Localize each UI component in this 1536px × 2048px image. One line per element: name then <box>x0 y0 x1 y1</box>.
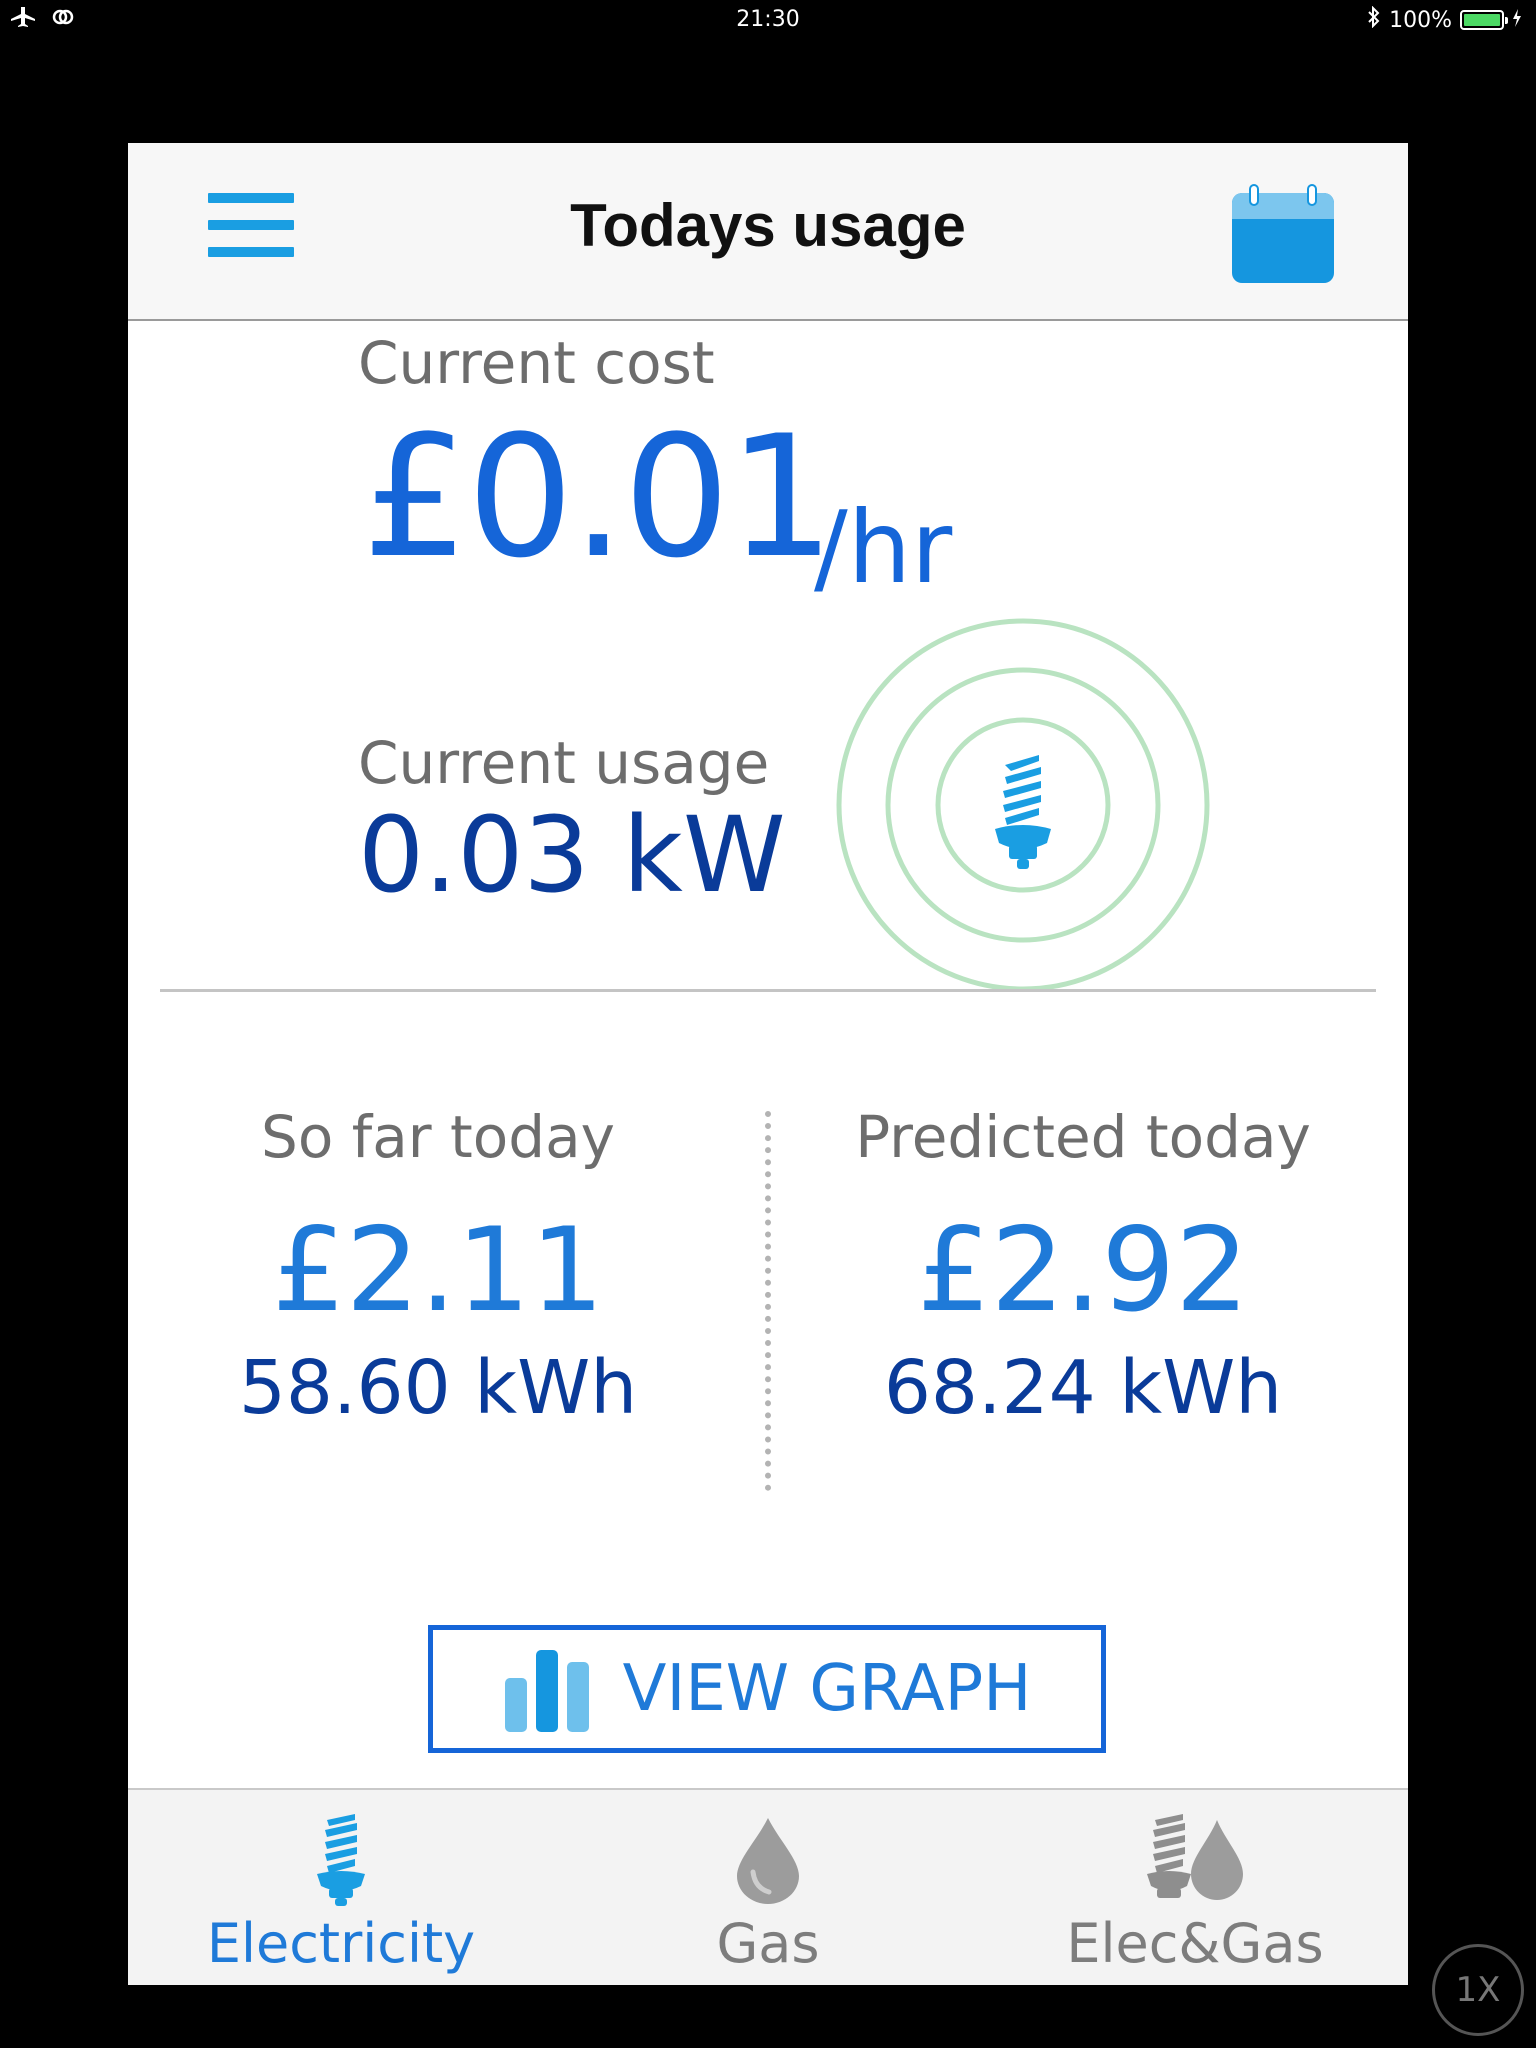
current-cost-label: Current cost <box>358 329 715 397</box>
elec-gas-icon <box>1147 1814 1243 1900</box>
bluetooth-icon <box>1367 5 1381 34</box>
app-screen: Todays usage Current cost £0.01 /hr Curr… <box>128 143 1408 1985</box>
battery-percent: 100% <box>1389 7 1452 33</box>
view-graph-label: VIEW GRAPH <box>622 1652 1032 1726</box>
so-far-today-panel: So far today £2.11 58.60 kWh <box>158 1103 718 1425</box>
tab-label-gas: Gas <box>716 1912 820 1975</box>
current-usage-value: 0.03 kW <box>358 794 786 916</box>
usage-pulse-indicator <box>833 615 1213 995</box>
wifi-link-icon <box>50 6 76 34</box>
bar-chart-icon <box>503 1642 593 1736</box>
summary-column-divider <box>765 1111 771 1491</box>
gas-drop-icon <box>737 1818 799 1904</box>
so-far-today-label: So far today <box>261 1103 615 1171</box>
page-title: Todays usage <box>570 192 966 259</box>
tab-label-electricity: Electricity <box>206 1912 476 1975</box>
zoom-1x-button[interactable]: 1X <box>1432 1944 1524 2036</box>
tab-bar: Electricity Gas El <box>128 1788 1408 1985</box>
lightbulb-icon <box>995 755 1051 869</box>
predicted-today-label: Predicted today <box>855 1103 1311 1171</box>
hamburger-menu-icon[interactable] <box>208 193 294 273</box>
electricity-bulb-icon <box>317 1814 365 1906</box>
status-right-icons: 100% <box>1367 5 1522 34</box>
tab-label-elec-and-gas: Elec&Gas <box>1066 1912 1324 1975</box>
section-divider <box>160 989 1376 992</box>
battery-icon <box>1460 10 1508 30</box>
status-left-icons <box>10 6 76 34</box>
so-far-today-kwh: 58.60 kWh <box>238 1345 638 1431</box>
current-cost-value: £0.01 <box>362 399 835 595</box>
predicted-today-panel: Predicted today £2.92 68.24 kWh <box>803 1103 1363 1425</box>
airplane-mode-icon <box>10 6 36 34</box>
calendar-icon[interactable] <box>1230 183 1336 285</box>
tab-gas[interactable]: Gas <box>555 1790 981 1985</box>
so-far-today-cost: £2.11 <box>271 1203 605 1338</box>
predicted-today-kwh: 68.24 kWh <box>883 1345 1283 1431</box>
status-bar: 21:30 100% <box>0 0 1536 42</box>
current-cost-unit: /hr <box>814 489 953 606</box>
view-graph-button[interactable]: VIEW GRAPH <box>428 1625 1106 1753</box>
charging-bolt-icon <box>1512 8 1522 33</box>
tab-elec-and-gas[interactable]: Elec&Gas <box>982 1790 1408 1985</box>
current-usage-label: Current usage <box>358 729 770 797</box>
status-time: 21:30 <box>736 7 800 32</box>
tab-electricity[interactable]: Electricity <box>128 1790 554 1985</box>
battery-level-fill <box>1464 14 1500 26</box>
header-bar: Todays usage <box>128 143 1408 321</box>
predicted-today-cost: £2.92 <box>916 1203 1250 1338</box>
